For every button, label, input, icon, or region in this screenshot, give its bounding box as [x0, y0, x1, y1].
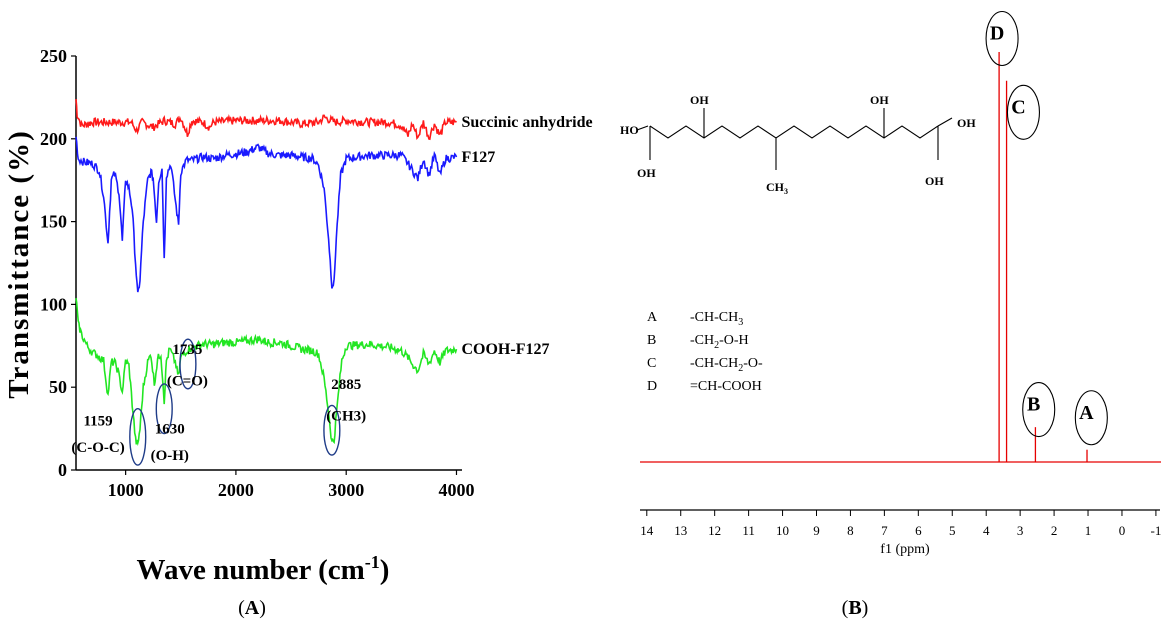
legend-key: A	[647, 310, 658, 325]
nmr-peak-circle	[1006, 84, 1040, 140]
nmr-x-tick-label: 0	[1119, 523, 1126, 538]
structure-oh-label: OH	[925, 174, 944, 188]
legend-value: =CH-COOH	[690, 379, 762, 394]
nmr-peak-circle	[1074, 390, 1108, 446]
ir-y-tick-label: 200	[40, 129, 67, 149]
peak-assignment: (O-H)	[151, 448, 189, 464]
nmr-spectrum	[640, 52, 1161, 463]
legend-key: B	[647, 333, 656, 348]
ir-annotations: 1159 (C-O-C) 1630 (O-H) 1735 (C=O) 2885 (CH3)	[71, 338, 366, 466]
nmr-x-tick-label: 3	[1017, 523, 1024, 538]
nmr-x-tick-label: 5	[949, 523, 956, 538]
structure-ch3-label: CH3	[766, 180, 788, 196]
nmr-spectrum-panel: OH OH HO OH OH OH CH3 14 13 12 11 10 9 8 7 6 5 4 3 2…	[620, 10, 1161, 619]
nmr-peak-letter: B	[1027, 394, 1040, 416]
legend-value: -CH-CH2-O-	[690, 356, 763, 374]
legend-value: -CH-CH3	[690, 310, 743, 328]
nmr-peak-letter: C	[1011, 96, 1025, 118]
nmr-peak-labels: D C B A	[985, 10, 1108, 446]
nmr-x-tick-label: 2	[1051, 523, 1058, 538]
legend-value: -CH2-O-H	[690, 333, 749, 351]
ir-y-axis-label: Transmittance (%)	[3, 129, 35, 398]
nmr-x-tick-label: 1	[1085, 523, 1092, 538]
nmr-x-tick-label: 11	[742, 523, 755, 538]
ir-x-tick-label: 4000	[438, 480, 474, 500]
panel-label-a: (A)	[238, 597, 266, 619]
nmr-x-tick-label: 9	[813, 523, 820, 538]
ir-series-label: COOH-F127	[461, 341, 549, 358]
legend-key: C	[647, 356, 656, 371]
ir-axes	[75, 56, 462, 471]
ir-y-tick-label: 50	[49, 377, 67, 397]
peak-circle	[155, 383, 173, 435]
legend-key: D	[647, 379, 657, 394]
nmr-x-tick-label: 6	[915, 523, 922, 538]
peak-assignment: (C=O)	[167, 374, 208, 390]
nmr-x-tick-label: 12	[708, 523, 721, 538]
ir-y-tick-label: 0	[58, 460, 67, 480]
nmr-peak-circle	[1022, 381, 1056, 438]
peak-circle	[179, 338, 197, 390]
ir-series-label: Succinic anhydride	[461, 114, 592, 131]
nmr-x-tick-label: 13	[674, 523, 687, 538]
peak-wavenumber: 1735	[172, 342, 202, 358]
peak-assignment: (C-O-C)	[71, 440, 124, 456]
nmr-peak-circle	[985, 10, 1019, 67]
structure-oh-label: OH	[690, 93, 709, 107]
structure-substituents	[636, 108, 953, 170]
nmr-x-tick-label: 4	[983, 523, 990, 538]
peak-circle	[323, 404, 341, 456]
nmr-x-tick-label: 14	[640, 523, 654, 538]
nmr-peak-letter: D	[990, 23, 1004, 45]
ir-x-tick-label: 3000	[328, 480, 364, 500]
ir-y-tick-label: 250	[40, 46, 67, 66]
ir-x-axis-label: Wave number (cm-1)	[137, 552, 390, 586]
structure-oh-label: OH	[957, 116, 976, 130]
ir-spectrum-panel: 0 50 100 150 200 250 1000 2000 3000 4000 Succinic…	[3, 46, 593, 619]
peak-assignment: (CH3)	[326, 408, 366, 424]
ir-ticks: 0 50 100 150 200 250 1000 2000 3000 4000	[40, 46, 474, 500]
panel-label-b: (B)	[842, 597, 869, 619]
structure-ho-label: HO	[620, 123, 639, 137]
ir-y-tick-label: 150	[40, 212, 67, 232]
ir-series-line	[75, 136, 458, 293]
ir-series-line	[75, 99, 457, 141]
peak-circle	[129, 408, 147, 466]
ir-series-line	[75, 297, 458, 447]
structure-oh-label: OH	[637, 166, 656, 180]
peak-wavenumber: 2885	[331, 377, 361, 393]
peak-wavenumber: 1630	[155, 422, 185, 438]
ir-x-tick-label: 2000	[218, 480, 254, 500]
structure-skeleton	[649, 125, 939, 139]
nmr-x-tick-label: 7	[881, 523, 888, 538]
nmr-x-tick-label: 10	[776, 523, 789, 538]
ir-series-label: F127	[461, 149, 495, 166]
nmr-axis: 14 13 12 11 10 9 8 7 6 5 4 3 2 1 0 -1	[640, 509, 1161, 538]
nmr-x-tick-label: -1	[1150, 523, 1161, 538]
peak-wavenumber: 1159	[83, 413, 112, 429]
nmr-legend: A -CH-CH3 B -CH2-O-H C -CH-CH2-O- D =CH-COOH	[647, 310, 763, 394]
nmr-x-axis-label: f1 (ppm)	[880, 542, 930, 557]
ir-y-tick-label: 100	[40, 294, 67, 314]
chemical-structure: OH OH HO OH OH OH CH3	[620, 93, 976, 196]
nmr-peak-letter: A	[1079, 402, 1094, 424]
structure-oh-label: OH	[870, 93, 889, 107]
ir-series: Succinic anhydride F127 COOH-F127	[75, 99, 593, 447]
nmr-x-tick-label: 8	[847, 523, 854, 538]
ir-x-tick-label: 1000	[108, 480, 144, 500]
